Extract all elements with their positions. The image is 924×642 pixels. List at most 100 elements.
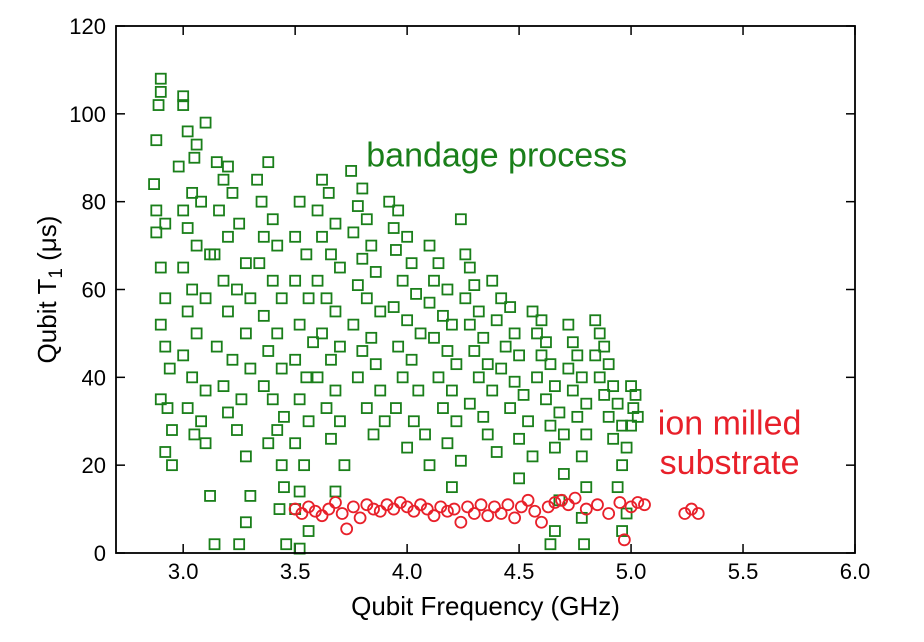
square-point xyxy=(396,371,409,384)
square-point xyxy=(159,292,172,305)
square-point xyxy=(186,283,199,296)
square-point xyxy=(544,538,557,551)
circle-point xyxy=(434,500,448,514)
square-point xyxy=(316,173,328,186)
square-point xyxy=(307,336,319,349)
square-point xyxy=(566,384,579,397)
square-point xyxy=(316,327,328,340)
square-point xyxy=(446,318,458,331)
square-point xyxy=(347,226,360,239)
square-point xyxy=(517,388,530,401)
circle-point xyxy=(407,504,421,518)
square-point xyxy=(602,358,615,371)
square-point xyxy=(239,516,252,529)
circle-point xyxy=(691,507,705,520)
square-point xyxy=(396,274,409,287)
square-point xyxy=(320,292,333,305)
square-point xyxy=(616,459,629,472)
plot-frame xyxy=(115,25,856,554)
y-tick-label: 40 xyxy=(82,365,106,390)
square-point xyxy=(289,353,302,366)
square-point xyxy=(446,481,458,494)
circle-point xyxy=(441,504,454,518)
square-point xyxy=(405,353,418,366)
square-point xyxy=(233,217,246,230)
circle-point xyxy=(528,504,542,518)
square-point xyxy=(575,371,588,384)
circle-point xyxy=(308,504,322,518)
square-point xyxy=(441,345,454,357)
square-point xyxy=(159,217,172,230)
x-tick-label: 3.0 xyxy=(168,559,199,584)
square-point xyxy=(459,292,472,305)
square-point xyxy=(271,239,284,252)
square-point xyxy=(526,450,539,463)
circle-point xyxy=(467,507,481,520)
square-point xyxy=(199,116,212,129)
square-point xyxy=(631,410,644,423)
square-point xyxy=(266,393,279,406)
square-point xyxy=(392,340,405,353)
square-point xyxy=(177,349,190,362)
square-point xyxy=(360,292,373,305)
square-point xyxy=(544,419,557,432)
circle-point xyxy=(508,511,522,525)
square-point xyxy=(423,296,436,309)
square-point xyxy=(378,415,391,428)
square-point xyxy=(351,371,364,384)
square-point xyxy=(329,485,342,498)
square-point xyxy=(195,195,207,208)
circle-point xyxy=(631,496,645,509)
square-point xyxy=(526,305,539,318)
circle-point xyxy=(353,511,367,525)
circle-point xyxy=(420,502,434,516)
square-point xyxy=(513,432,525,445)
square-point xyxy=(571,349,584,362)
square-point xyxy=(549,441,561,454)
square-point xyxy=(428,331,440,344)
tick-labels: 3.0 3.5 4.0 4.5 5.0 5.5 6.0 0 20 40 60 80 100 120 xyxy=(69,14,870,584)
square-point xyxy=(311,204,324,217)
circle-point xyxy=(322,502,336,516)
square-point xyxy=(356,345,369,357)
square-point xyxy=(148,178,160,191)
square-point xyxy=(289,230,302,243)
circle-point xyxy=(387,502,401,516)
square-point xyxy=(222,406,234,419)
x-tick-label: 4.5 xyxy=(504,559,535,584)
x-tick-label: 4.0 xyxy=(392,559,423,584)
square-point xyxy=(428,274,440,287)
square-point xyxy=(549,380,561,393)
square-point xyxy=(414,327,427,340)
square-point xyxy=(540,336,552,349)
square-point xyxy=(320,402,333,414)
square-point xyxy=(150,226,163,239)
square-point xyxy=(598,340,611,353)
square-point xyxy=(365,239,378,252)
square-point xyxy=(266,213,279,226)
square-point xyxy=(161,402,174,414)
square-point xyxy=(262,345,275,357)
square-point xyxy=(275,292,288,305)
square-point xyxy=(629,388,642,401)
square-point xyxy=(401,230,414,243)
square-point xyxy=(535,349,548,362)
square-point xyxy=(481,428,494,441)
square-point xyxy=(549,525,561,537)
square-point xyxy=(334,415,346,428)
annotation-ion-milled: ion milled xyxy=(658,404,802,442)
square-point xyxy=(522,415,534,428)
circle-point xyxy=(494,507,508,520)
square-point xyxy=(239,257,252,270)
square-point xyxy=(177,99,190,111)
square-point xyxy=(540,393,552,406)
square-point xyxy=(616,525,629,537)
square-point xyxy=(244,362,257,375)
square-point xyxy=(390,244,402,256)
square-point xyxy=(607,380,620,393)
square-point xyxy=(369,358,382,371)
square-point xyxy=(266,274,279,287)
circle-point xyxy=(474,498,488,512)
square-point xyxy=(423,459,436,472)
square-point xyxy=(222,230,234,243)
